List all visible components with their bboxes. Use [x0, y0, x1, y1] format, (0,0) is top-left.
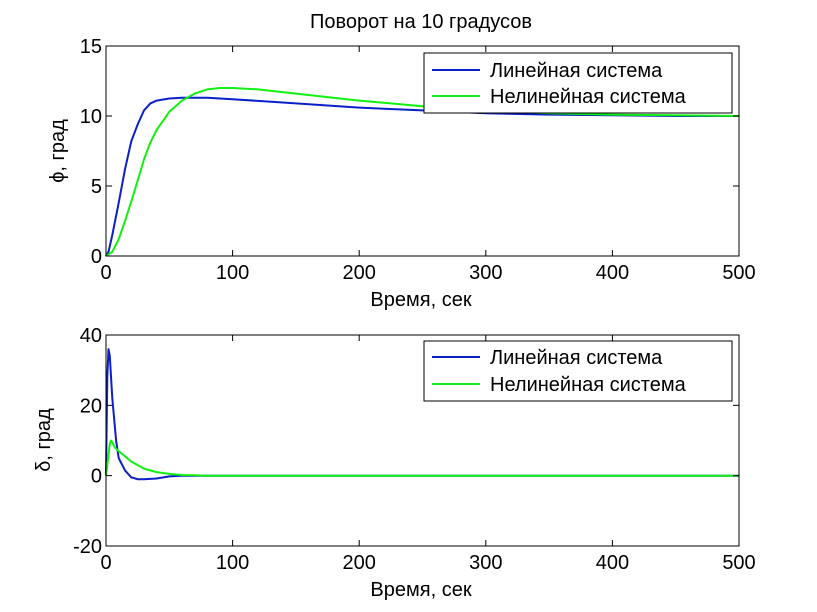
top-legend-label-nonlinear: Нелинейная система: [490, 86, 687, 108]
top-subplot: Поворот на 10 градусов 0 100 200 300 400 5000…: [47, 11, 756, 311]
top-y-tick-label: 0: [91, 246, 102, 268]
bottom-legend-label-linear: Линейная система: [490, 347, 663, 369]
bottom-x-tick-label: 400: [596, 552, 629, 574]
top-legend: Линейная система Нелинейная система: [423, 52, 733, 114]
top-axes-frame: [105, 45, 740, 257]
bottom-y-tick-label: -20: [73, 536, 102, 558]
bottom-axes-frame: [105, 334, 740, 547]
bottom-x-tick-label: 200: [343, 552, 376, 574]
top-x-tick-label: 300: [469, 262, 502, 284]
bottom-x-tick-label: 300: [469, 552, 502, 574]
top-x-tick-label: 200: [343, 262, 376, 284]
bottom-x-tick-label: 100: [216, 552, 249, 574]
bottom-x-axis-label: Время, сек: [370, 579, 471, 601]
top-ticks: 0 100 200 300 400 500 0 5 10 15: [80, 36, 756, 284]
bottom-plot-lines: [105, 348, 739, 481]
bottom-y-tick-label: 0: [91, 466, 102, 488]
top-series-line-linear: [105, 96, 739, 257]
bottom-x-tick-label: 0: [100, 552, 111, 574]
bottom-y-tick-label: 20: [80, 395, 102, 417]
bottom-legend-label-nonlinear: Нелинейная система: [490, 374, 687, 396]
top-x-tick-label: 0: [100, 262, 111, 284]
top-x-axis-label: Время, сек: [370, 289, 471, 311]
top-y-tick-label: 5: [91, 176, 102, 198]
top-x-tick-label: 400: [596, 262, 629, 284]
bottom-y-tick-label: 40: [80, 325, 102, 347]
top-x-tick-label: 100: [216, 262, 249, 284]
top-legend-label-linear: Линейная система: [490, 60, 663, 82]
top-y-tick-label: 15: [80, 36, 102, 58]
chart-title: Поворот на 10 градусов: [310, 11, 532, 33]
top-y-tick-label: 10: [80, 106, 102, 128]
top-legend-box: [423, 52, 733, 114]
top-x-tick-label: 500: [722, 262, 755, 284]
top-y-axis-label: ϕ, град: [47, 119, 69, 183]
bottom-series-line-nonlinear: [105, 439, 739, 477]
bottom-legend: Линейная система Нелинейная система: [423, 340, 733, 402]
bottom-y-axis-label: δ, град: [33, 408, 55, 472]
bottom-x-tick-label: 500: [722, 552, 755, 574]
bottom-legend-box: [423, 340, 733, 402]
